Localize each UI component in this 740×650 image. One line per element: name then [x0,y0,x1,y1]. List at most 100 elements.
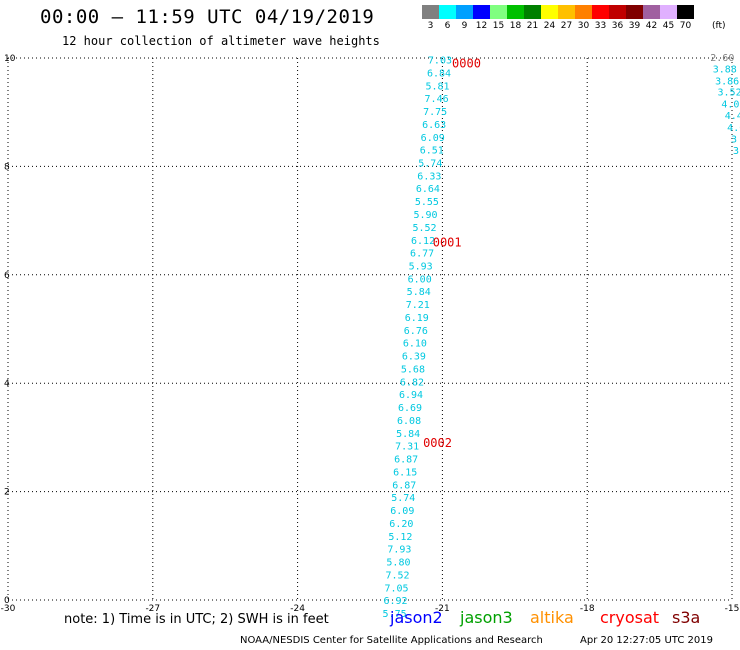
track-time-label: 0001 [433,235,462,249]
color-scale-label: 42 [645,21,658,31]
color-scale-swatch [660,5,677,19]
wave-height-point: 6.87 [394,455,418,466]
wave-height-point: 6.76 [404,326,428,337]
color-scale-swatch [541,5,558,19]
color-scale-label: 21 [526,21,539,31]
wave-height-point: 5.93 [409,262,433,273]
wave-height-point: 3 [733,146,739,157]
wave-height-point: 7.03 [428,56,452,67]
wave-height-point: 5.52 [412,223,436,234]
color-scale-legend: (ft) 3 6 9 12 15 18 21 24 27 30 33 36 39 42 45 70 [422,5,740,33]
wave-height-point: 7.75 [423,107,447,118]
color-scale-unit: (ft) [712,21,726,31]
color-scale-swatches [422,5,740,19]
wave-height-point: 6.33 [417,172,441,183]
color-scale-swatch [643,5,660,19]
color-scale-swatch [507,5,524,19]
wave-height-point: 7.21 [406,300,430,311]
wave-height-point: 6.92 [384,596,408,607]
y-tick-label: 0 [4,596,10,606]
color-scale-label: 33 [594,21,607,31]
color-scale-label: 3 [427,21,434,31]
wave-height-point: 3 [731,134,737,145]
wave-height-point: 6.08 [397,416,421,427]
wave-height-point: 6.77 [410,249,434,260]
satellite-label-jason3: jason3 [460,608,513,627]
generated-timestamp: Apr 20 12:27:05 UTC 2019 [580,635,713,646]
wave-height-point: 7.52 [385,571,409,582]
wave-height-point: 3.52 [718,88,740,99]
x-tick-label: -21 [435,604,450,614]
color-scale-label: 70 [679,21,692,31]
satellite-label-s3a: s3a [672,608,701,627]
color-scale-swatch [439,5,456,19]
wave-height-point: 6.10 [403,339,427,350]
wave-height-point: 6.12 [411,236,435,247]
color-scale-labels: (ft) 3 6 9 12 15 18 21 24 27 30 33 36 39 42 45 70 [422,19,740,33]
color-scale-swatch [592,5,609,19]
color-scale-label: 18 [509,21,522,31]
wave-height-point: 4.0 [721,100,739,111]
y-tick-label: 10 [4,54,16,64]
wave-height-point: 6.87 [392,481,416,492]
color-scale-swatch [575,5,592,19]
wave-height-point: 5.74 [418,159,442,170]
wave-height-point: 6.84 [427,69,451,80]
color-scale-swatch [456,5,473,19]
chart-subtitle: 12 hour collection of altimeter wave hei… [62,34,380,48]
credit-line: NOAA/NESDIS Center for Satellite Applica… [240,635,543,646]
color-scale-swatch [524,5,541,19]
wave-height-point: 7.31 [395,442,419,453]
wave-height-point: 6.39 [402,352,426,363]
y-tick-label: 8 [4,162,10,172]
wave-height-point: 5.84 [407,287,431,298]
color-scale-swatch [558,5,575,19]
color-scale-label: 9 [461,21,468,31]
wave-height-point: 5.75 [383,609,407,620]
satellite-label-jason2: jason2 [390,608,443,627]
wave-height-point: 6.94 [399,390,423,401]
wave-height-point: 6.09 [390,506,414,517]
wave-height-point: 5.74 [391,493,415,504]
wave-height-point: 6.64 [416,184,440,195]
wave-height-point: 6.69 [398,403,422,414]
x-tick-label: -24 [290,604,305,614]
wave-height-point: 7.93 [387,545,411,556]
wave-height-points: 7.03 6.84 5.817.46 7.75 6.63 6.09 6.51 5.74 6.33… [383,53,740,620]
color-scale-swatch [422,5,439,19]
chart-title: 00:00 – 11:59 UTC 04/19/2019 [40,6,375,28]
wave-height-point: 5.80 [386,558,410,569]
x-tick-label: -30 [1,604,16,614]
wave-height-point: 7.05 [384,584,408,595]
track-time-label: 0000 [452,56,481,70]
satellite-label-altika: altika [530,608,574,627]
y-tick-label: 6 [4,271,10,281]
y-tick-label: 2 [4,488,10,498]
wave-height-point: 5.12 [388,532,412,543]
wave-height-point: 6.63 [422,120,446,131]
axis-ticks: -30 -27 -24 -21 -18 -15 0 2 4 6 8 10 [1,54,740,614]
wave-height-point: 6.51 [420,146,444,157]
color-scale-swatch [609,5,626,19]
satellite-label-cryosat: cryosat [600,608,660,627]
wave-height-point: 3.88 [713,64,737,75]
wave-height-point: 4.4 [725,111,740,122]
wave-height-point: 7.46 [425,94,449,105]
color-scale-swatch [626,5,643,19]
wave-height-point: 5.55 [415,197,439,208]
color-scale-label: 6 [444,21,451,31]
color-scale-label: 15 [492,21,505,31]
wave-height-point: 5.84 [396,429,420,440]
color-scale-label: 27 [560,21,573,31]
wave-height-point: 6.09 [421,133,445,144]
color-scale-swatch [490,5,507,19]
wave-height-point: 3.86 [715,76,739,87]
wave-height-point: 6.19 [405,313,429,324]
color-scale-label: 12 [475,21,488,31]
wave-height-point: 5.81 [426,82,450,93]
wave-height-point: 6.15 [393,468,417,479]
color-scale-swatch [677,5,694,19]
y-tick-label: 4 [4,379,10,389]
track-time-label: 0002 [423,436,452,450]
